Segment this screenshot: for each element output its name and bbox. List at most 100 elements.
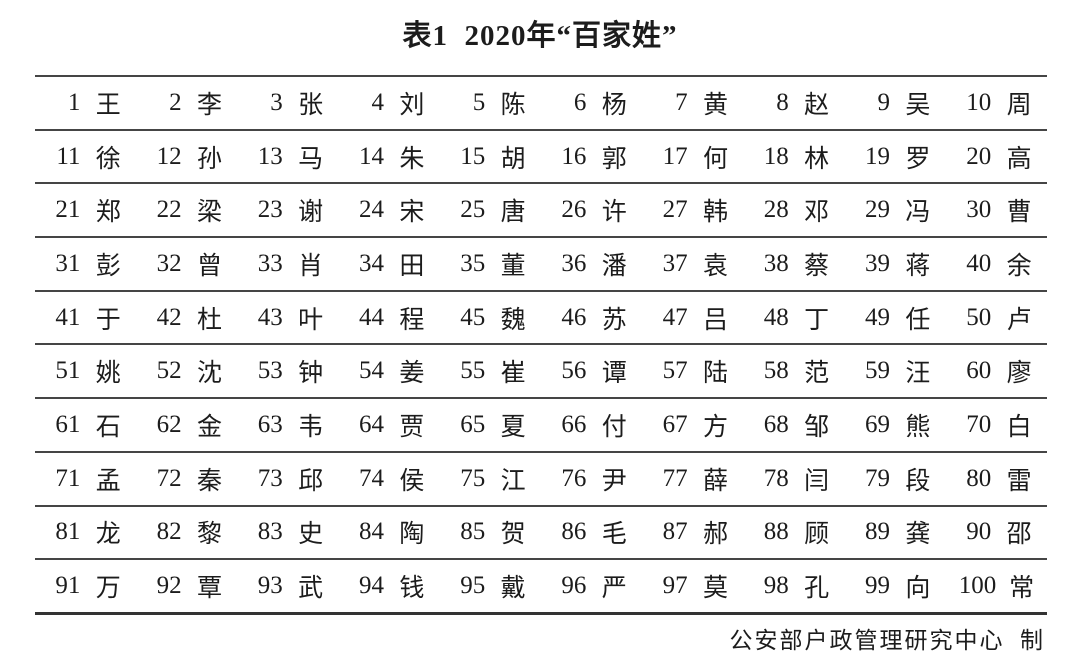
rank-number: 38 — [763, 249, 789, 277]
surname: 崔 — [500, 360, 526, 388]
rank-number: 87 — [662, 518, 688, 546]
surname: 覃 — [196, 575, 222, 603]
surname: 贺 — [500, 521, 526, 549]
rank-surname-pair: 28 邓 — [743, 192, 844, 228]
rank-surname-pair: 31 彭 — [35, 246, 136, 282]
surname: 程 — [399, 306, 425, 334]
rank-number: 14 — [358, 142, 384, 170]
rank-surname-pair: 37 袁 — [642, 246, 743, 282]
surname: 陆 — [702, 360, 728, 388]
rank-number: 64 — [358, 410, 384, 438]
rank-number: 51 — [55, 357, 81, 385]
table-row: 91 万 92 覃 93 武 94 钱 95 戴 96 严 97 莫 98 孔 99 向 100 常 — [35, 560, 1047, 615]
rank-surname-pair: 50 卢 — [946, 300, 1047, 336]
surname: 孟 — [95, 467, 121, 495]
surname: 田 — [399, 252, 425, 280]
rank-number: 20 — [966, 142, 992, 170]
rank-number: 27 — [662, 196, 688, 224]
rank-number: 63 — [257, 410, 283, 438]
rank-number: 90 — [966, 518, 992, 546]
surname: 宋 — [399, 199, 425, 227]
rank-number: 99 — [864, 572, 890, 600]
rank-surname-pair: 81 龙 — [35, 514, 136, 550]
rank-number: 70 — [966, 410, 992, 438]
rank-number: 52 — [156, 357, 182, 385]
rank-surname-pair: 65 夏 — [440, 407, 541, 443]
surname: 贾 — [399, 413, 425, 441]
surname: 沈 — [196, 360, 222, 388]
surname: 韩 — [702, 199, 728, 227]
rank-surname-pair: 19 罗 — [845, 139, 946, 175]
rank-surname-pair: 91 万 — [35, 568, 136, 604]
rank-surname-pair: 66 付 — [541, 407, 642, 443]
rank-number: 67 — [662, 410, 688, 438]
surname: 王 — [95, 91, 121, 119]
surname: 谭 — [601, 360, 627, 388]
surname: 姚 — [95, 360, 121, 388]
surname: 叶 — [298, 306, 324, 334]
rank-surname-pair: 48 丁 — [743, 300, 844, 336]
rank-number: 49 — [864, 303, 890, 331]
surname: 董 — [500, 252, 526, 280]
rank-surname-pair: 51 姚 — [35, 353, 136, 389]
rank-number: 29 — [864, 196, 890, 224]
rank-number: 25 — [460, 196, 486, 224]
surname: 苏 — [601, 306, 627, 334]
surname: 陈 — [500, 91, 526, 119]
rank-number: 23 — [257, 196, 283, 224]
surname: 吴 — [905, 91, 931, 119]
rank-surname-pair: 83 史 — [237, 514, 338, 550]
surname: 严 — [601, 575, 627, 603]
rank-number: 100 — [958, 572, 997, 600]
surname: 汪 — [905, 360, 931, 388]
rank-surname-pair: 55 崔 — [440, 353, 541, 389]
surname: 熊 — [905, 413, 931, 441]
rank-number: 55 — [460, 357, 486, 385]
surname: 郝 — [702, 521, 728, 549]
rank-number: 81 — [55, 518, 81, 546]
rank-number: 22 — [156, 196, 182, 224]
surname: 吕 — [702, 306, 728, 334]
rank-surname-pair: 57 陆 — [642, 353, 743, 389]
rank-surname-pair: 90 邵 — [946, 514, 1047, 550]
surname: 常 — [1009, 575, 1035, 603]
rank-surname-pair: 14 朱 — [339, 139, 440, 175]
rank-number: 33 — [257, 249, 283, 277]
surname: 郭 — [601, 145, 627, 173]
rank-number: 34 — [358, 249, 384, 277]
surname: 姜 — [399, 360, 425, 388]
rank-number: 35 — [460, 249, 486, 277]
rank-surname-pair: 93 武 — [237, 568, 338, 604]
rank-number: 94 — [358, 572, 384, 600]
surname: 彭 — [95, 252, 121, 280]
surname: 丁 — [804, 306, 830, 334]
rank-surname-pair: 46 苏 — [541, 300, 642, 336]
rank-number: 50 — [966, 303, 992, 331]
rank-number: 73 — [257, 464, 283, 492]
surname: 赵 — [804, 91, 830, 119]
rank-surname-pair: 68 邹 — [743, 407, 844, 443]
rank-surname-pair: 32 曾 — [136, 246, 237, 282]
rank-surname-pair: 52 沈 — [136, 353, 237, 389]
rank-surname-pair: 89 龚 — [845, 514, 946, 550]
surname: 潘 — [601, 252, 627, 280]
surname: 林 — [804, 145, 830, 173]
surname: 胡 — [500, 145, 526, 173]
rank-number: 42 — [156, 303, 182, 331]
rank-number: 43 — [257, 303, 283, 331]
surname: 莫 — [702, 575, 728, 603]
rank-surname-pair: 59 汪 — [845, 353, 946, 389]
rank-number: 88 — [763, 518, 789, 546]
rank-number: 54 — [358, 357, 384, 385]
table-row: 1 王 2 李 3 张 4 刘 5 陈 6 杨 7 黄 8 赵 9 吴 10 周 — [35, 77, 1047, 131]
rank-number: 69 — [864, 410, 890, 438]
rank-number: 48 — [763, 303, 789, 331]
rank-surname-pair: 72 秦 — [136, 461, 237, 497]
rank-number: 30 — [966, 196, 992, 224]
rank-surname-pair: 36 潘 — [541, 246, 642, 282]
surname: 高 — [1006, 145, 1032, 173]
surname: 闫 — [804, 467, 830, 495]
rank-number: 18 — [763, 142, 789, 170]
rank-number: 1 — [67, 88, 81, 116]
